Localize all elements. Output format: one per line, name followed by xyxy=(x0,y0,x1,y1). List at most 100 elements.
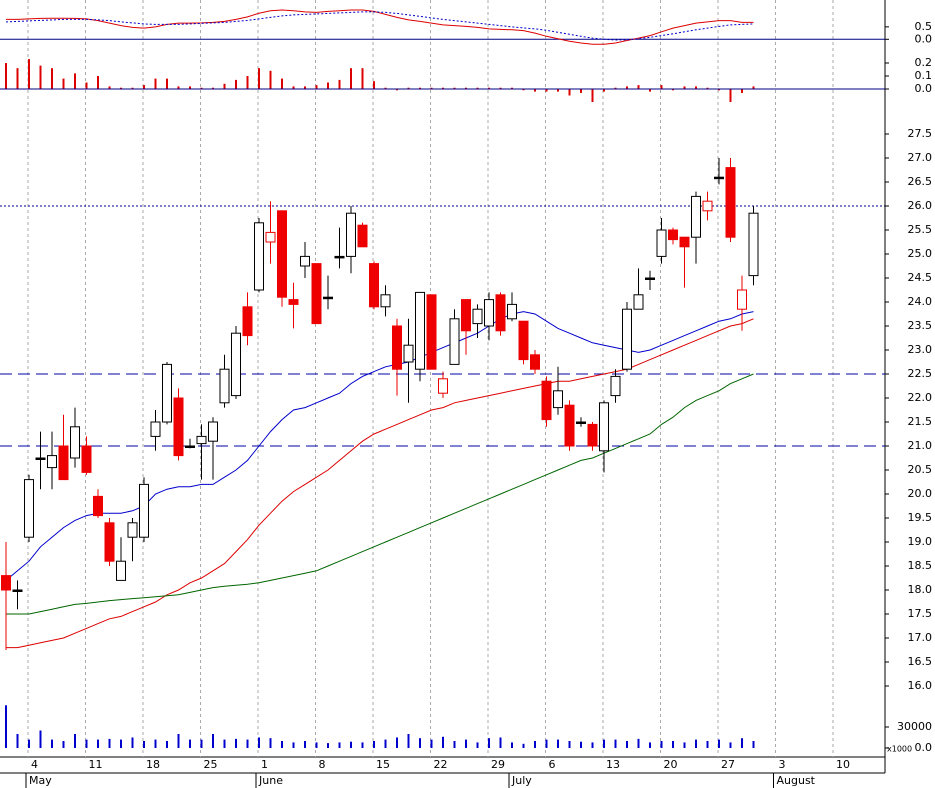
bar xyxy=(143,741,145,748)
x-tick-label: 25 xyxy=(204,758,218,771)
bar xyxy=(74,73,76,89)
bar xyxy=(338,742,341,748)
candle-body xyxy=(392,325,402,370)
bar xyxy=(557,739,559,748)
bar xyxy=(476,87,479,89)
bar xyxy=(718,89,720,91)
candle-body xyxy=(1,575,11,591)
candle-body xyxy=(645,277,655,280)
bar xyxy=(189,86,191,89)
bar xyxy=(580,89,582,93)
bar xyxy=(269,70,272,89)
y-tick-label: 21.0 xyxy=(908,439,933,452)
bar xyxy=(74,734,76,748)
y-tick-label: 25.5 xyxy=(908,223,933,236)
candle-body xyxy=(12,589,23,592)
y-tick-label: 16.0 xyxy=(908,679,933,692)
candle-body xyxy=(610,375,621,397)
month-label: July xyxy=(511,774,532,787)
bar xyxy=(39,65,42,89)
bar xyxy=(407,734,410,748)
bar xyxy=(177,734,180,748)
bar xyxy=(384,87,387,89)
candle-body xyxy=(265,231,276,243)
bar xyxy=(499,87,502,89)
candle-body xyxy=(70,426,80,459)
bar xyxy=(373,81,375,89)
candle-body xyxy=(369,263,379,308)
bar xyxy=(327,743,329,748)
bar xyxy=(223,83,226,89)
candle-body xyxy=(81,445,92,473)
bar xyxy=(143,85,145,89)
bar xyxy=(660,741,663,748)
bar xyxy=(200,739,203,748)
candle-body xyxy=(484,299,494,327)
bar xyxy=(166,741,168,748)
bar xyxy=(108,738,111,748)
bar xyxy=(235,738,237,748)
month-label: June xyxy=(258,774,283,787)
bar xyxy=(637,85,640,89)
candle-body xyxy=(150,421,161,437)
bar xyxy=(511,87,513,89)
candle-body xyxy=(748,212,759,277)
candle-body xyxy=(219,368,230,404)
bar xyxy=(154,739,157,748)
candle-body xyxy=(714,176,724,180)
x-tick-label: 13 xyxy=(606,758,620,771)
bar xyxy=(511,742,513,748)
bar xyxy=(614,87,617,89)
candle-body xyxy=(530,354,540,370)
y-tick-label: 20.5 xyxy=(908,463,933,476)
y-tick-label: 24.5 xyxy=(908,271,933,284)
bar xyxy=(62,741,65,748)
bar xyxy=(729,742,732,748)
bar xyxy=(212,87,214,89)
bar xyxy=(591,89,594,102)
bar xyxy=(396,737,398,748)
y-tick-label: 17.5 xyxy=(908,607,933,620)
bar xyxy=(660,85,663,89)
candle-body xyxy=(288,299,299,305)
candle-body xyxy=(599,402,609,452)
bar xyxy=(683,742,686,748)
bar xyxy=(258,68,260,89)
candle-body xyxy=(334,255,345,259)
bar xyxy=(614,739,617,748)
candle-body xyxy=(668,229,678,241)
candle-body xyxy=(162,363,172,423)
bar xyxy=(51,739,53,748)
bar xyxy=(419,738,421,748)
bar xyxy=(292,742,295,748)
bar xyxy=(442,736,444,748)
candle-body xyxy=(656,229,667,257)
y-tick-label: 24.0 xyxy=(908,295,933,308)
candle-body xyxy=(311,263,322,325)
month-label: May xyxy=(29,774,52,787)
bar xyxy=(189,739,191,748)
candle-body xyxy=(127,522,138,538)
candle-body xyxy=(346,212,356,257)
bar xyxy=(85,739,88,748)
bar xyxy=(338,79,341,89)
y-tick-label: 22.0 xyxy=(908,391,933,404)
bar xyxy=(396,89,398,91)
bar xyxy=(488,87,490,89)
bar xyxy=(649,742,651,748)
bar xyxy=(718,739,720,748)
bar xyxy=(223,739,226,748)
x-tick-label: 27 xyxy=(721,758,735,771)
bar xyxy=(166,78,168,89)
bar xyxy=(292,86,295,89)
bar xyxy=(499,737,502,748)
bar xyxy=(16,68,19,89)
x-tick-label: 10 xyxy=(836,758,850,771)
bar xyxy=(672,741,674,748)
bar xyxy=(5,705,7,748)
bar xyxy=(281,741,283,748)
candle-body xyxy=(35,457,46,460)
candle-body xyxy=(323,296,333,300)
bar xyxy=(453,741,456,748)
bar xyxy=(568,89,571,96)
